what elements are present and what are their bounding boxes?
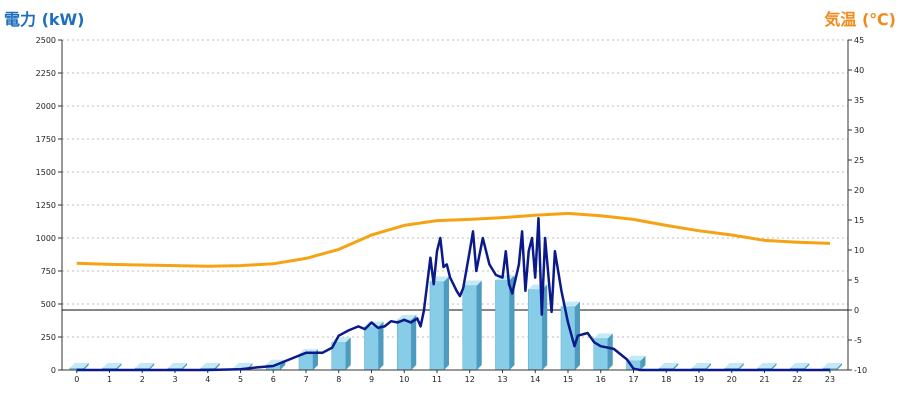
y-left-tick-label: 2500 [36, 36, 56, 45]
x-tick-label: 3 [172, 375, 177, 384]
bar-front [364, 326, 379, 371]
x-tick-label: 17 [628, 375, 638, 384]
y-right-tick-label: 0 [854, 306, 859, 315]
bar-front [429, 281, 445, 371]
y-left-tick-label: 500 [41, 300, 56, 309]
x-tick-label: 14 [530, 375, 540, 384]
y-right-tick-label: 25 [854, 156, 864, 165]
x-tick-label: 19 [694, 375, 704, 384]
bar-side [836, 363, 842, 370]
bar-top [724, 363, 744, 369]
bar-top [560, 301, 580, 307]
bar-side [509, 275, 515, 370]
bar-front [298, 353, 314, 371]
bar-front [396, 319, 412, 371]
bar-side [83, 363, 89, 370]
bar-top [593, 333, 613, 339]
x-tick-label: 21 [759, 375, 769, 384]
bar-top [757, 363, 777, 369]
bar-side [640, 355, 646, 370]
y-right-tick-label: 10 [854, 246, 864, 255]
x-tick-label: 1 [107, 375, 112, 384]
bar-top [102, 363, 122, 369]
x-tick-label: 23 [825, 375, 835, 384]
x-tick-label: 2 [140, 375, 145, 384]
bar-top [691, 363, 711, 369]
y-right-tick-label: 40 [854, 66, 864, 75]
bar-side [771, 363, 777, 370]
y-right-tick-label: 20 [854, 186, 864, 195]
x-tick-label: 0 [74, 375, 79, 384]
bar-top [462, 280, 482, 286]
bar-top [626, 355, 646, 361]
y-left-tick-label: 1000 [36, 234, 56, 243]
y-right-tick-label: -5 [854, 336, 862, 345]
bar-top [167, 363, 187, 369]
x-tick-label: 9 [369, 375, 374, 384]
x-tick-label: 5 [238, 375, 243, 384]
bar-side [149, 363, 155, 370]
y-left-tick-label: 1750 [36, 135, 56, 144]
bar-side [312, 349, 318, 370]
y-right-tick-label: -10 [854, 366, 867, 375]
y-left-tick-label: 250 [41, 333, 56, 342]
y-right-tick-label: 45 [854, 36, 864, 45]
y-left-tick-label: 1500 [36, 168, 56, 177]
bar-side [673, 363, 679, 370]
y-axis-right-label: 気温 (℃) [824, 10, 896, 29]
y-right-tick-label: 30 [854, 126, 864, 135]
bar-side [443, 276, 449, 370]
bar-top [397, 314, 417, 320]
x-tick-label: 6 [271, 375, 276, 384]
bar-top [200, 363, 220, 369]
y-right-tick-label: 5 [854, 276, 859, 285]
y-right-tick-label: 35 [854, 96, 864, 105]
x-tick-label: 18 [661, 375, 671, 384]
y-left-tick-label: 1250 [36, 201, 56, 210]
x-tick-label: 7 [303, 375, 308, 384]
x-tick-label: 11 [432, 375, 442, 384]
y-right-tick-label: 15 [854, 216, 864, 225]
x-tick-label: 13 [497, 375, 507, 384]
y-left-tick-label: 750 [41, 267, 56, 276]
bar-side [378, 321, 384, 370]
bar-side [607, 333, 613, 370]
bar-top [659, 363, 679, 369]
bar-side [705, 363, 711, 370]
bar-side [214, 363, 220, 370]
y-axis-left-label: 電力 (kW) [4, 10, 85, 29]
temperature-line [76, 211, 831, 268]
bar-side [181, 363, 187, 370]
bar-side [542, 284, 548, 370]
y-left-tick-label: 2000 [36, 102, 56, 111]
bar-front [462, 285, 477, 371]
x-tick-label: 8 [336, 375, 341, 384]
x-tick-label: 16 [596, 375, 606, 384]
x-tick-label: 20 [727, 375, 737, 384]
bar-side [345, 337, 351, 370]
bar-top [233, 363, 253, 369]
bar-side [476, 280, 482, 370]
bar-side [116, 363, 122, 370]
x-tick-label: 12 [465, 375, 475, 384]
bar-top [790, 363, 810, 369]
x-tick-label: 15 [563, 375, 573, 384]
x-tick-label: 10 [399, 375, 409, 384]
x-tick-label: 22 [792, 375, 802, 384]
y-left-tick-label: 0 [51, 366, 56, 375]
y-left-tick-label: 2250 [36, 69, 56, 78]
bar-top [822, 363, 842, 369]
bar-side [738, 363, 744, 370]
power-line [76, 216, 830, 372]
bar-top [69, 363, 89, 369]
bar-front [495, 279, 510, 371]
bar-side [804, 363, 810, 370]
bar-side [411, 314, 417, 370]
bar-top [135, 363, 155, 369]
x-tick-label: 4 [205, 375, 210, 384]
